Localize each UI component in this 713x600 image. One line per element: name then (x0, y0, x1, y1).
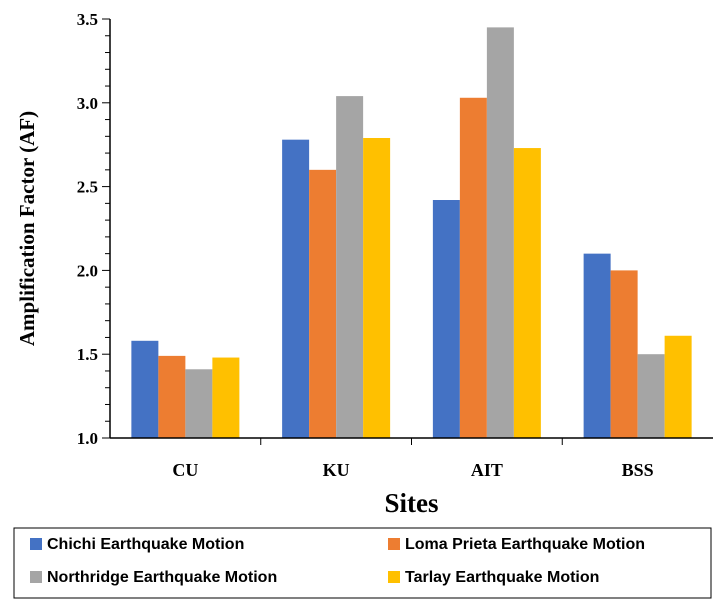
bar-cu-2 (158, 355, 186, 438)
x-tick-label: AIT (471, 460, 503, 480)
bar-ku-2 (309, 169, 337, 438)
y-tick-label: 3.0 (77, 94, 98, 113)
bar-bss-2 (610, 270, 638, 438)
legend-swatch (30, 538, 42, 550)
x-tick-label: BSS (622, 460, 654, 480)
y-axis-title: Amplification Factor (AF) (15, 111, 39, 346)
y-tick-label: 2.0 (77, 261, 98, 280)
legend-label: Northridge Earthquake Motion (47, 569, 277, 586)
bar-bss-1 (583, 253, 611, 438)
legend-label: Tarlay Earthquake Motion (405, 569, 599, 586)
legend-label: Chichi Earthquake Motion (47, 536, 244, 553)
legend-box (13, 527, 712, 599)
bar-ku-3 (336, 96, 364, 438)
bar-ait-2 (459, 97, 487, 438)
bar-bss-4 (664, 335, 692, 438)
x-tick-label: KU (323, 460, 350, 480)
legend: Chichi Earthquake Motion Loma Prieta Eart… (13, 527, 712, 599)
bar-cu-1 (131, 340, 159, 438)
bar-ait-3 (486, 27, 514, 438)
legend-swatch (388, 571, 400, 583)
legend-swatch (30, 571, 42, 583)
x-axis-title: Sites (385, 488, 439, 518)
legend-label: Loma Prieta Earthquake Motion (405, 536, 645, 553)
bar-ait-4 (513, 148, 541, 438)
x-tick-label: CU (172, 460, 198, 480)
bar-bss-3 (637, 354, 665, 438)
bar-ku-4 (363, 137, 391, 438)
y-tick-label: 1.0 (77, 429, 98, 448)
y-tick-label: 2.5 (77, 178, 98, 197)
legend-swatch (388, 538, 400, 550)
ticks-layer: 1.0 1.5 2.0 2.5 3.0 3.5 CU KU AIT BSS (77, 10, 654, 480)
bar-cu-3 (185, 369, 213, 438)
y-tick-label: 1.5 (77, 345, 98, 364)
bars-layer (131, 27, 692, 438)
bar-ait-1 (432, 200, 460, 438)
bar-cu-4 (212, 357, 240, 438)
bar-ku-1 (282, 139, 310, 438)
y-tick-label: 3.5 (77, 10, 98, 29)
